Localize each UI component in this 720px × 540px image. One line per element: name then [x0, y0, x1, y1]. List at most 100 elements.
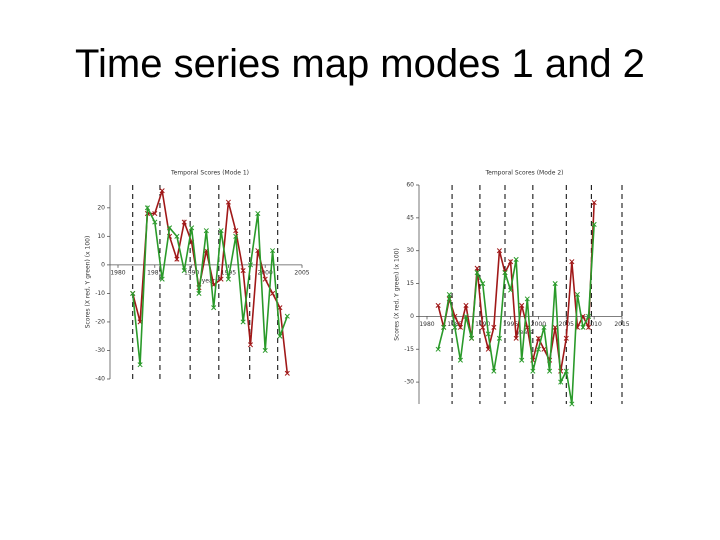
y-tick-label: 0	[410, 313, 414, 320]
y-tick-label: -20	[95, 318, 105, 325]
point-marker	[502, 270, 508, 276]
point-marker	[463, 302, 469, 309]
point-marker	[174, 233, 180, 239]
y-tick-label: 45	[406, 214, 414, 221]
point-marker	[491, 324, 497, 330]
point-marker	[152, 210, 158, 217]
point-marker	[435, 346, 441, 352]
point-marker	[508, 287, 514, 293]
point-marker	[211, 305, 217, 311]
point-marker	[535, 346, 541, 352]
point-marker	[262, 276, 268, 282]
y-tick-label: 0	[101, 261, 105, 268]
point-marker	[558, 379, 564, 385]
point-marker	[480, 280, 486, 287]
point-marker	[137, 362, 143, 368]
point-marker	[491, 368, 497, 374]
point-marker	[452, 324, 458, 330]
point-marker	[255, 210, 261, 217]
x-tick-label: 1995	[221, 269, 236, 276]
x-tick-label: 1980	[110, 269, 125, 276]
x-tick-label: 2000	[531, 321, 546, 328]
point-marker	[181, 219, 187, 225]
point-marker	[189, 225, 195, 231]
point-marker	[519, 302, 525, 309]
point-marker	[563, 335, 569, 341]
point-marker	[574, 291, 580, 298]
y-tick-label: -15	[404, 346, 414, 353]
point-marker	[130, 290, 136, 296]
y-tick-label: 15	[406, 280, 414, 287]
point-marker	[240, 319, 246, 325]
point-marker	[144, 205, 150, 211]
point-marker	[591, 199, 597, 206]
point-marker	[496, 335, 502, 341]
point-marker	[469, 335, 475, 341]
point-marker	[474, 265, 480, 271]
point-marker	[247, 342, 254, 348]
point-marker	[524, 296, 530, 302]
point-marker	[519, 357, 525, 363]
chart-title: Temporal Scores (Mode 1)	[170, 170, 249, 177]
point-marker	[446, 291, 452, 298]
point-marker	[181, 268, 187, 274]
point-marker	[591, 221, 597, 227]
point-marker	[277, 333, 283, 339]
point-marker	[441, 324, 447, 330]
point-marker	[152, 219, 158, 225]
point-marker	[196, 290, 202, 296]
x-tick-label: 2005	[294, 269, 309, 276]
chart-title: Temporal Scores (Mode 2)	[485, 170, 564, 177]
point-marker	[586, 313, 592, 319]
point-marker	[530, 368, 536, 374]
point-marker	[569, 401, 575, 407]
y-tick-label: -30	[95, 347, 105, 354]
point-marker	[277, 305, 283, 311]
point-marker	[159, 188, 165, 194]
x-tick-label: 1980	[419, 321, 434, 328]
point-marker	[580, 324, 586, 330]
point-marker	[541, 324, 547, 330]
point-marker	[457, 324, 463, 330]
x-tick-label: 1995	[503, 321, 518, 328]
y-axis-label: Scores (X red, Y green) (x 100)	[85, 236, 92, 329]
point-marker	[586, 324, 592, 330]
point-marker	[463, 313, 469, 319]
point-marker	[233, 228, 239, 234]
y-tick-label: -10	[95, 290, 105, 297]
x-tick-label: 1985	[147, 269, 162, 276]
point-marker	[203, 228, 209, 234]
y-tick-label: 60	[406, 182, 414, 189]
point-marker	[485, 331, 491, 337]
point-marker	[508, 259, 514, 265]
point-marker	[547, 368, 553, 374]
y-axis-label: Scores (X red, Y green) (x 100)	[394, 248, 401, 341]
x-axis-label: years	[202, 277, 219, 284]
point-marker	[552, 280, 558, 287]
point-marker	[535, 335, 541, 341]
y-tick-label: -40	[95, 376, 105, 383]
point-marker	[541, 346, 547, 352]
y-tick-label: -30	[404, 379, 414, 386]
x-tick-label: 1990	[184, 269, 199, 276]
point-marker	[233, 233, 239, 239]
point-marker	[166, 225, 173, 231]
point-marker	[552, 324, 558, 330]
point-marker	[513, 256, 519, 263]
point-marker	[174, 256, 180, 262]
point-marker	[270, 290, 276, 296]
point-marker	[247, 262, 254, 268]
point-marker	[284, 370, 290, 376]
point-marker	[225, 199, 231, 205]
point-marker	[563, 368, 569, 374]
point-marker	[496, 248, 502, 254]
y-tick-label: 30	[406, 247, 414, 254]
point-marker	[474, 270, 480, 276]
slide-title: Time series map modes 1 and 2	[75, 42, 645, 86]
point-marker	[513, 335, 519, 341]
point-marker	[218, 228, 224, 234]
point-marker	[225, 276, 231, 282]
series-line	[437, 224, 595, 405]
